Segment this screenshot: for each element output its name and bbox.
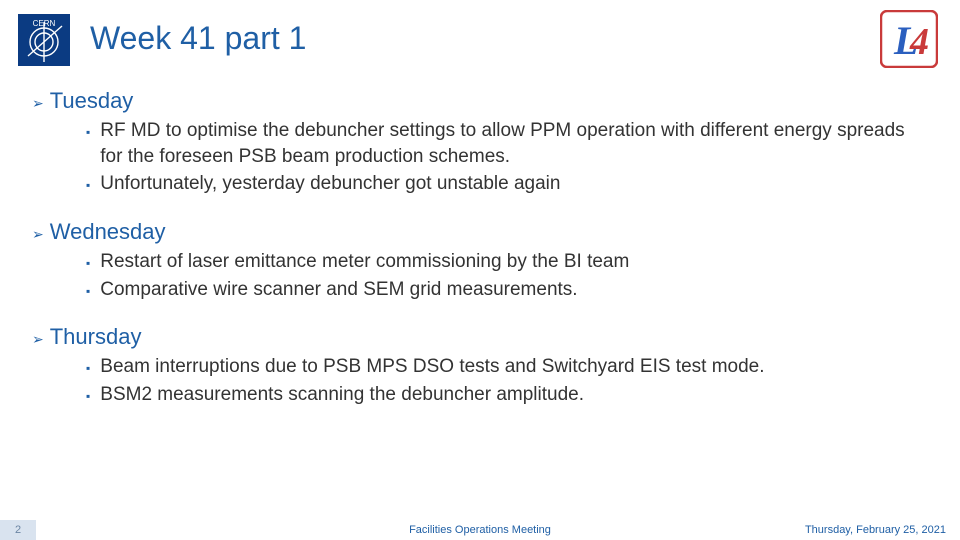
page-title: Week 41 part 1 <box>90 20 306 57</box>
day-block-wednesday: ➢ Wednesday ▪ Restart of laser emittance… <box>32 219 928 302</box>
cern-label-text: CERN <box>33 19 56 28</box>
footer: 2 Facilities Operations Meeting Thursday… <box>0 520 960 540</box>
slide: CERN Week 41 part 1 L 4 ➢ Tuesday ▪ RF M… <box>0 0 960 540</box>
square-bullet-icon: ▪ <box>86 124 90 140</box>
bullet-list: ▪ RF MD to optimise the debuncher settin… <box>86 118 928 197</box>
square-bullet-icon: ▪ <box>86 360 90 376</box>
square-bullet-icon: ▪ <box>86 388 90 404</box>
day-heading: ➢ Tuesday <box>32 88 928 114</box>
content-area: ➢ Tuesday ▪ RF MD to optimise the debunc… <box>32 88 928 429</box>
chevron-icon: ➢ <box>32 95 44 112</box>
day-label: Thursday <box>50 324 142 350</box>
list-item: ▪ Unfortunately, yesterday debuncher got… <box>86 171 928 197</box>
bullet-text: Beam interruptions due to PSB MPS DSO te… <box>100 354 764 380</box>
bullet-text: Unfortunately, yesterday debuncher got u… <box>100 171 560 197</box>
chevron-icon: ➢ <box>32 226 44 243</box>
square-bullet-icon: ▪ <box>86 283 90 299</box>
day-label: Wednesday <box>50 219 166 245</box>
bullet-text: Comparative wire scanner and SEM grid me… <box>100 277 577 303</box>
list-item: ▪ Comparative wire scanner and SEM grid … <box>86 277 928 303</box>
square-bullet-icon: ▪ <box>86 177 90 193</box>
day-block-thursday: ➢ Thursday ▪ Beam interruptions due to P… <box>32 324 928 407</box>
l4-4-text: 4 <box>909 21 929 63</box>
bullet-text: BSM2 measurements scanning the debuncher… <box>100 382 584 408</box>
list-item: ▪ BSM2 measurements scanning the debunch… <box>86 382 928 408</box>
list-item: ▪ Restart of laser emittance meter commi… <box>86 249 928 275</box>
page-number: 2 <box>0 520 36 540</box>
list-item: ▪ Beam interruptions due to PSB MPS DSO … <box>86 354 928 380</box>
bullet-text: Restart of laser emittance meter commiss… <box>100 249 629 275</box>
cern-logo: CERN <box>18 14 70 66</box>
square-bullet-icon: ▪ <box>86 255 90 271</box>
l4-logo: L 4 <box>880 10 938 68</box>
header: CERN Week 41 part 1 L 4 <box>0 14 960 74</box>
footer-center-text: Facilities Operations Meeting <box>409 524 551 536</box>
footer-date: Thursday, February 25, 2021 <box>805 524 946 536</box>
chevron-icon: ➢ <box>32 331 44 348</box>
day-label: Tuesday <box>50 88 134 114</box>
day-block-tuesday: ➢ Tuesday ▪ RF MD to optimise the debunc… <box>32 88 928 197</box>
bullet-list: ▪ Beam interruptions due to PSB MPS DSO … <box>86 354 928 407</box>
day-heading: ➢ Wednesday <box>32 219 928 245</box>
bullet-list: ▪ Restart of laser emittance meter commi… <box>86 249 928 302</box>
list-item: ▪ RF MD to optimise the debuncher settin… <box>86 118 928 169</box>
bullet-text: RF MD to optimise the debuncher settings… <box>100 118 928 169</box>
day-heading: ➢ Thursday <box>32 324 928 350</box>
